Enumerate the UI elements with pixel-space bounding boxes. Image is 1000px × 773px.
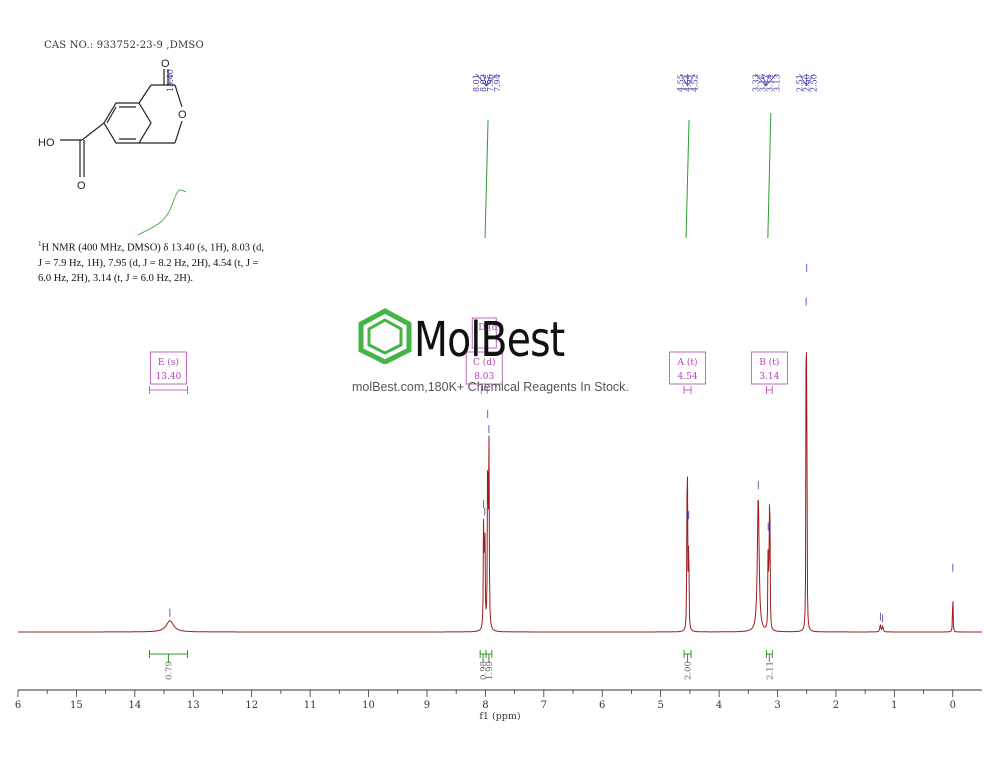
multiplet-shift: 4.54 — [678, 372, 698, 382]
peak-label: 4.55 — [677, 74, 686, 92]
x-tick-label: 12 — [245, 700, 258, 711]
nmr-description: 1H NMR (400 MHz, DMSO) δ 13.40 (s, 1H), … — [38, 237, 293, 286]
integral-value: 1.99 — [485, 661, 495, 680]
multiplet-box — [471, 317, 497, 349]
x-tick-label: 7 — [541, 700, 547, 711]
watermark-tagline: molBest.com,180K+ Chemical Reagents In S… — [352, 380, 629, 394]
peak-label-connector — [765, 73, 777, 87]
peak-label: 3.33 — [751, 74, 760, 92]
peak-label: 3.16 — [758, 74, 767, 92]
multiplet-label: C (d) — [473, 357, 496, 368]
integral-value: 0.98 — [479, 661, 489, 680]
x-tick-label: 11 — [304, 700, 317, 711]
x-tick-label: 10 — [362, 700, 375, 711]
multiplet-label: D (d) — [478, 322, 501, 333]
label-ho: HO — [38, 137, 55, 149]
multiplet-label: A (t) — [677, 357, 698, 368]
x-tick-label: 6 — [15, 700, 21, 711]
x-tick-label: 2 — [833, 700, 839, 711]
label-o-carbonyl: O — [161, 58, 170, 70]
peak-label: 7.94 — [493, 74, 502, 92]
peak-label: 7.96 — [486, 74, 495, 92]
integral-trace — [137, 189, 187, 236]
chemical-structure: O O HO O — [38, 58, 187, 192]
multiplet-box — [750, 351, 788, 385]
desc-line-3: 6.0 Hz, 2H), 3.14 (t, J = 6.0 Hz, 2H). — [38, 272, 193, 284]
peak-label-connector — [486, 73, 491, 87]
multiplet-box — [150, 351, 187, 385]
peak-label: 13.40 — [166, 69, 175, 92]
peak-label-connector — [680, 73, 688, 87]
peak-label: 8.02 — [479, 74, 488, 92]
label-o-acid: O — [77, 180, 86, 192]
x-axis-title: f1 (ppm) — [479, 711, 520, 722]
peak-label-connector — [755, 73, 767, 87]
multiplet-shift: 8.03 — [474, 372, 494, 382]
watermark-logo-text: MolBest — [414, 312, 565, 368]
multiplet-label: E (s) — [158, 357, 179, 368]
multiplet-box — [669, 351, 706, 385]
nucleus-superscript: 1 — [38, 240, 42, 248]
multiplet-label: B (t) — [759, 357, 779, 368]
x-tick-label: 13 — [187, 700, 200, 711]
peak-label: 3.13 — [772, 74, 781, 92]
molbest-logo-icon — [358, 308, 412, 364]
x-tick-label: 6 — [599, 700, 605, 711]
peak-label-connector — [687, 73, 695, 87]
peak-label: 4.52 — [691, 74, 700, 92]
peak-label: 3.14 — [765, 74, 774, 92]
desc-line-2: J = 7.9 Hz, 1H), 7.95 (d, J = 8.2 Hz, 2H… — [38, 257, 259, 269]
x-tick-label: 4 — [716, 700, 722, 711]
peak-label: 2.50 — [809, 74, 818, 92]
label-o-ring: O — [178, 109, 187, 121]
peak-label: 8.01 — [472, 74, 481, 92]
x-tick-label: 5 — [657, 700, 663, 711]
integral-trace — [685, 119, 690, 239]
x-tick-label: 15 — [70, 700, 83, 711]
peak-label-connector — [765, 73, 770, 87]
peak-label-connector — [761, 73, 767, 87]
spectrum-line — [18, 352, 982, 633]
x-tick-label: 14 — [128, 700, 141, 711]
desc-line-1: H NMR (400 MHz, DMSO) δ 13.40 (s, 1H), 8… — [41, 242, 265, 254]
integral-value: 2.11 — [765, 661, 775, 680]
peak-label-connector — [482, 73, 487, 87]
cas-number: CAS NO.: 933752-23-9 ,DMSO — [44, 40, 204, 51]
peak-label: 2.50 — [802, 74, 811, 92]
integral-value: 0.79 — [164, 661, 174, 680]
integral-value: 2.00 — [684, 661, 694, 680]
integral-trace — [767, 112, 772, 239]
peak-label: 4.54 — [684, 74, 693, 92]
multiplet-box — [465, 351, 503, 385]
peak-label: 2.51 — [795, 74, 804, 92]
x-tick-label: 3 — [774, 700, 780, 711]
peak-label-connector — [486, 73, 498, 87]
x-tick-label: 1 — [891, 700, 897, 711]
x-tick-label: 8 — [482, 700, 488, 711]
x-tick-label: 0 — [950, 700, 956, 711]
multiplet-shift: 13.40 — [156, 372, 182, 382]
peak-label-connector — [806, 73, 814, 87]
peak-label-connector — [475, 73, 487, 87]
x-tick-label: 9 — [424, 700, 430, 711]
integral-trace — [484, 119, 489, 239]
peak-label-connector — [799, 73, 807, 87]
multiplet-shift: 3.14 — [759, 372, 779, 382]
